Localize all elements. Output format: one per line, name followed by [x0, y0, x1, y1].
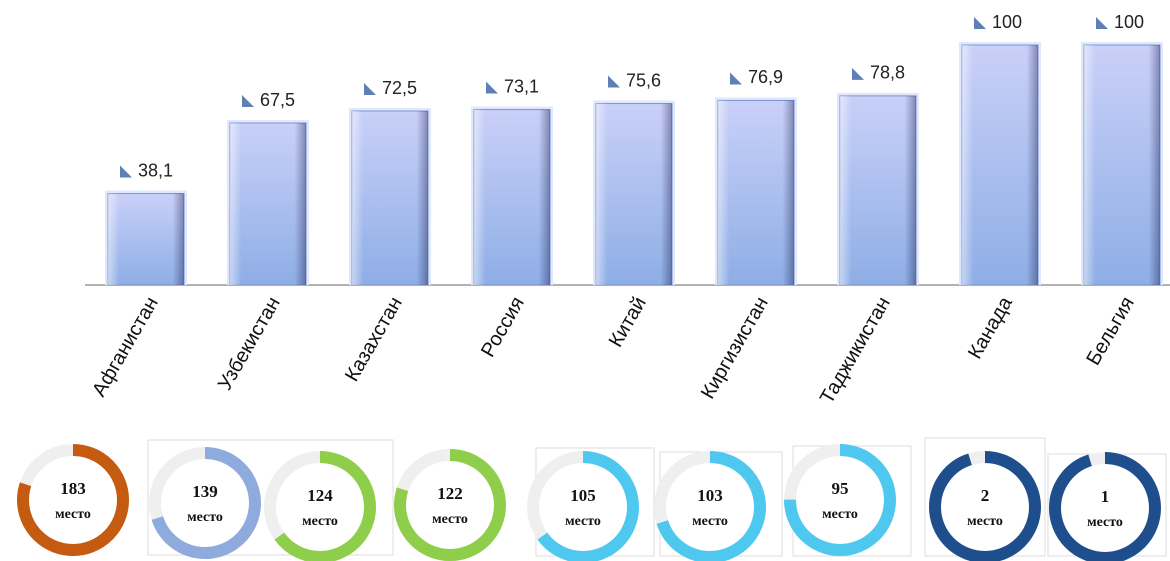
x-tick-label: Афганистан: [88, 293, 163, 400]
value-label: 100: [1114, 12, 1144, 32]
rank-unit: место: [187, 510, 223, 525]
label-icon: [242, 95, 254, 107]
rank: 105: [570, 486, 596, 505]
value-label: 100: [992, 12, 1022, 32]
value-label: 67,5: [260, 90, 295, 110]
value-label: 75,6: [626, 70, 661, 90]
ring-arc: [527, 451, 639, 561]
bar-shade: [108, 193, 184, 285]
bar-shade: [718, 100, 794, 285]
label-icon: [730, 72, 742, 85]
value-label: 73,1: [504, 76, 539, 96]
rank: 183: [60, 479, 86, 498]
ring-arc: [929, 451, 1041, 561]
bar-shade: [596, 103, 672, 285]
rank-unit: место: [432, 512, 468, 527]
rank: 124: [307, 486, 333, 505]
label-icon: [852, 67, 864, 80]
rank-unit: место: [55, 507, 91, 522]
value-label: 38,1: [138, 160, 173, 180]
ring-arc: [264, 451, 376, 561]
ring-arc: [784, 444, 896, 556]
rank: 122: [437, 484, 463, 503]
label-icon: [1096, 17, 1108, 29]
rank-unit: место: [692, 514, 728, 529]
rank-unit: место: [302, 514, 338, 529]
x-tick-label: Киргизистан: [697, 293, 773, 403]
label-icon: [120, 165, 132, 178]
x-tick-label: Канада: [964, 292, 1017, 362]
rank: 139: [192, 482, 218, 501]
ring-arc: [654, 451, 766, 561]
rank: 2: [981, 486, 990, 505]
x-tick-label: Таджикистан: [816, 293, 895, 408]
label-icon: [364, 83, 376, 95]
rank-unit: место: [967, 514, 1003, 529]
rank: 95: [832, 479, 849, 498]
ring-arc: [394, 449, 506, 561]
rank-unit: место: [565, 514, 601, 529]
rank-unit: место: [1087, 515, 1123, 530]
bar-shade: [230, 123, 306, 285]
value-label: 78,8: [870, 63, 905, 83]
x-tick-label: Китай: [605, 293, 651, 351]
bar-shade: [962, 45, 1038, 285]
rank: 103: [697, 486, 723, 505]
x-tick-label: Казахстан: [341, 293, 407, 385]
label-icon: [486, 81, 498, 94]
label-icon: [974, 17, 986, 29]
panel: [147, 439, 394, 556]
rank: 1: [1101, 487, 1110, 506]
x-tick-label: Россия: [477, 293, 529, 361]
ring-arc: [1049, 452, 1161, 561]
ring-arc: [149, 447, 261, 559]
ring-arc: [17, 444, 129, 556]
bar-shade: [474, 109, 550, 285]
bar-shade: [1084, 45, 1160, 285]
value-label: 76,9: [748, 67, 783, 87]
rank-unit: место: [822, 507, 858, 522]
value-label: 72,5: [382, 78, 417, 98]
x-tick-label: Узбекистан: [214, 293, 285, 394]
bar-shade: [352, 111, 428, 285]
x-tick-label: Бельгия: [1082, 293, 1139, 369]
bar-shade: [840, 95, 916, 285]
label-icon: [608, 75, 620, 88]
